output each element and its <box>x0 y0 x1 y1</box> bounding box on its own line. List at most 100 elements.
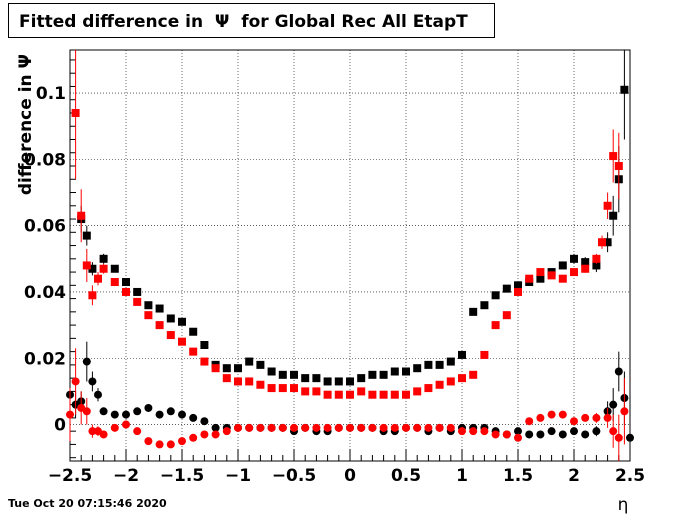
data-point <box>514 427 522 436</box>
x-tick-label: 1 <box>456 466 468 486</box>
y-tick-label: 0.08 <box>24 150 66 170</box>
data-point <box>614 367 623 376</box>
data-point <box>458 374 466 383</box>
data-point <box>609 427 618 436</box>
data-point <box>547 410 556 419</box>
data-point <box>66 410 74 419</box>
data-point <box>379 390 388 399</box>
x-tick-label: 0 <box>344 466 356 486</box>
data-point <box>290 384 298 393</box>
data-point <box>435 360 444 369</box>
data-point <box>402 390 410 399</box>
data-point <box>278 384 287 393</box>
data-point <box>614 162 623 171</box>
data-point <box>110 410 119 419</box>
data-point <box>88 377 97 386</box>
data-point <box>71 377 80 386</box>
data-point <box>133 407 142 416</box>
data-point <box>256 380 265 389</box>
data-point <box>525 430 534 439</box>
data-point <box>491 430 500 439</box>
x-tick-label: 1.5 <box>503 466 533 486</box>
timestamp: Tue Oct 20 07:15:46 2020 <box>8 497 167 510</box>
data-point <box>122 420 130 429</box>
data-point <box>110 264 119 273</box>
data-point <box>558 430 567 439</box>
data-point <box>491 321 500 330</box>
data-point <box>502 430 511 439</box>
data-point <box>379 423 388 432</box>
data-point <box>312 423 321 432</box>
data-point <box>189 327 198 336</box>
data-point <box>346 377 354 386</box>
y-tick-label: 0.06 <box>24 217 66 237</box>
data-point <box>110 423 119 432</box>
data-point <box>133 297 142 306</box>
data-point <box>189 413 198 422</box>
data-point <box>267 367 276 376</box>
data-point <box>144 437 153 446</box>
data-point <box>256 423 265 432</box>
data-point <box>334 377 343 386</box>
data-point <box>122 287 130 296</box>
data-point <box>166 331 175 340</box>
data-point <box>357 423 366 432</box>
plot-frame <box>69 49 631 462</box>
data-point <box>290 423 298 432</box>
data-point <box>603 201 612 210</box>
series-0 <box>77 50 629 386</box>
data-point <box>446 423 455 432</box>
data-point <box>368 390 377 399</box>
data-point <box>222 427 231 436</box>
data-point <box>390 423 399 432</box>
data-point <box>609 400 618 409</box>
title-box: Fitted difference in Ψ for Global Rec Al… <box>8 3 495 38</box>
data-point <box>558 261 567 270</box>
data-point <box>514 433 522 442</box>
data-point <box>144 311 153 320</box>
data-point <box>435 423 444 432</box>
x-tick-label: −1.5 <box>160 466 204 486</box>
data-point <box>446 377 455 386</box>
label-layer: −2.5 −2 −1.5 −1 −0.5 0 0.5 1 1.5 2 2.5 0 0.02 0.04 0.0… <box>16 54 645 514</box>
data-point <box>278 370 287 379</box>
series-3 <box>66 348 629 461</box>
data-point <box>323 377 332 386</box>
data-point <box>144 301 153 310</box>
data-point <box>558 274 567 283</box>
data-point <box>122 410 130 419</box>
data-point <box>200 417 209 426</box>
data-point <box>178 317 186 326</box>
data-point <box>267 384 276 393</box>
data-point <box>469 427 478 436</box>
data-point <box>592 254 601 263</box>
y-tick-label: 0.02 <box>24 349 66 369</box>
data-point <box>122 278 130 287</box>
data-point <box>581 430 590 439</box>
x-tick-label: −2.5 <box>48 466 92 486</box>
data-point <box>514 281 522 290</box>
data-point <box>110 278 119 287</box>
data-point <box>536 274 545 283</box>
data-point <box>620 85 629 94</box>
data-point <box>346 423 354 432</box>
data-point <box>77 211 86 220</box>
data-point <box>82 231 91 240</box>
data-point <box>166 440 175 449</box>
y-tick-label: 0.1 <box>36 84 66 104</box>
data-point <box>82 261 91 270</box>
data-point <box>155 440 164 449</box>
data-point <box>334 423 343 432</box>
data-point <box>211 423 220 432</box>
data-point <box>189 433 198 442</box>
grid-layer <box>70 50 630 461</box>
data-point <box>469 370 478 379</box>
data-point <box>570 427 578 436</box>
data-point <box>570 268 578 277</box>
data-point <box>267 423 276 432</box>
data-point <box>514 287 522 296</box>
data-point <box>379 370 388 379</box>
data-point <box>357 387 366 396</box>
x-tick-label: 2.5 <box>615 466 645 486</box>
data-point <box>368 370 377 379</box>
